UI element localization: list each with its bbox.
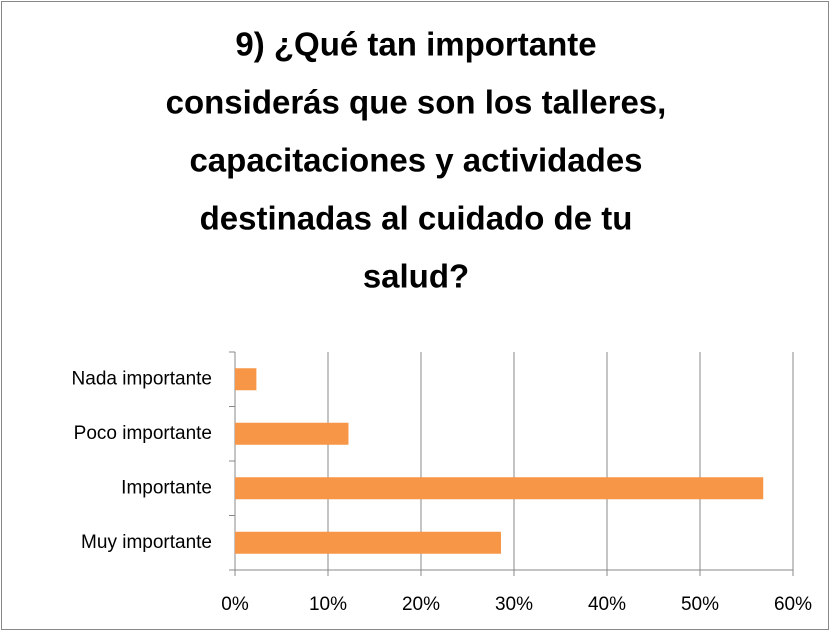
bar <box>235 422 349 445</box>
y-tick-label: Muy importante <box>81 532 212 553</box>
chart-title: 9) ¿Qué tan importante <box>235 26 596 63</box>
x-tick-label: 50% <box>681 594 719 615</box>
x-tick-label: 10% <box>309 594 347 615</box>
y-tick-label: Nada importante <box>72 368 212 389</box>
chart-title: salud? <box>363 258 469 295</box>
x-tick-label: 40% <box>588 594 626 615</box>
chart-title: capacitaciones y actividades <box>189 142 642 179</box>
x-tick-label: 20% <box>402 594 440 615</box>
x-tick-label: 30% <box>495 594 533 615</box>
chart-title: considerás que son los talleres, <box>166 84 667 121</box>
bar <box>235 477 764 500</box>
bar <box>235 368 257 391</box>
x-tick-label: 60% <box>774 594 812 615</box>
bar <box>235 531 501 554</box>
y-tick-label: Importante <box>121 477 212 498</box>
x-tick-label: 0% <box>221 594 249 615</box>
y-tick-label: Poco importante <box>74 423 212 444</box>
chart-title: destinadas al cuidado de tu <box>200 200 633 237</box>
